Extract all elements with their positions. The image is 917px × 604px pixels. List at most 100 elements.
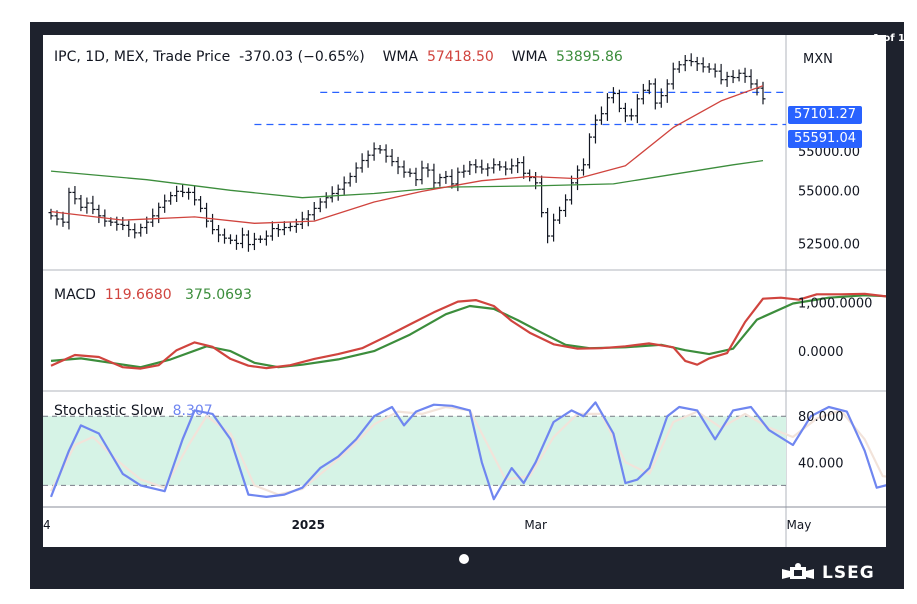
macd-value: 119.6680 (104, 287, 172, 303)
ohlc-bar (96, 204, 102, 224)
macd-tick-label: 1,000.0000 (798, 297, 872, 312)
ohlc-bar (132, 223, 138, 239)
ohlc-bar (431, 163, 437, 189)
time-tick-label: 4 (43, 518, 51, 532)
ohlc-bar (479, 159, 485, 174)
ohlc-bar (48, 208, 54, 220)
ohlc-bar (311, 201, 317, 221)
ohlc-bar (491, 158, 497, 174)
ohlc-bar (598, 106, 604, 125)
ohlc-bar (461, 164, 467, 178)
ohlc-bar (682, 54, 688, 72)
ohlc-bar (581, 158, 587, 176)
ohlc-bar (610, 87, 616, 104)
ohlc-bar (239, 227, 245, 249)
macd-signal-value: 375.0693 (185, 287, 252, 303)
legend-price-type: Trade Price (153, 49, 231, 65)
ohlc-bar (748, 69, 754, 89)
ohlc-bar (120, 217, 126, 231)
ohlc-bar (192, 186, 198, 206)
macd-signal-line (50, 294, 886, 369)
ohlc-bar (245, 230, 251, 252)
ohlc-bar (257, 235, 263, 244)
ohlc-bar (72, 186, 78, 205)
lseg-crest-icon (782, 563, 814, 579)
ohlc-bar (760, 81, 766, 105)
ohlc-bar (126, 220, 132, 237)
level-tag-55591: 55591.04 (787, 130, 862, 148)
ohlc-bar (174, 185, 180, 202)
ohlc-bar (569, 175, 575, 205)
ohlc-bar (168, 191, 174, 205)
ohlc-bar (551, 213, 557, 242)
ohlc-bar (419, 160, 425, 185)
ohlc-bar (299, 211, 305, 230)
ohlc-bar (724, 71, 730, 87)
ohlc-bar (281, 221, 287, 236)
legend-change-pct: (−0.65%) (297, 49, 365, 65)
ohlc-bar (275, 223, 281, 237)
ohlc-bar (718, 63, 724, 85)
ohlc-bar (251, 232, 257, 251)
ohlc-bar (503, 161, 509, 176)
ohlc-bar (353, 162, 359, 183)
stoch-tick-label: 80.000 (798, 410, 844, 425)
ohlc-bar (377, 144, 383, 154)
wma-short-line (50, 85, 764, 224)
chart-plot[interactable]: 55000.0052500.0055000.0055000.001,000.00… (43, 35, 886, 547)
ohlc-bar (233, 234, 239, 250)
ohlc-bar (437, 173, 443, 187)
ohlc-bar (509, 158, 515, 174)
ohlc-bar (407, 168, 413, 178)
carousel-dot[interactable] (459, 554, 469, 564)
macd-legend: MACD 119.6680 375.0693 (54, 287, 252, 303)
ohlc-bar (84, 197, 90, 214)
ohlc-bar (66, 187, 72, 230)
wma-short-label: WMA (382, 49, 419, 65)
ohlc-bar (586, 133, 592, 169)
price-tick-label: 55000.00 (798, 184, 860, 199)
ohlc-bar (413, 167, 419, 187)
currency-label: MXN (803, 52, 833, 67)
ohlc-bar (287, 222, 293, 232)
price-legend: IPC, 1D, MEX, Trade Price -370.03 (−0.65… (54, 49, 623, 65)
wma-long-label: WMA (511, 49, 548, 65)
stoch-k-line (49, 401, 886, 501)
ohlc-bar (317, 198, 323, 213)
ohlc-bar (485, 163, 491, 177)
chart-area[interactable]: 55000.0052500.0055000.0055000.001,000.00… (43, 35, 886, 547)
ohlc-bar (210, 213, 216, 235)
ohlc-bar (138, 223, 144, 237)
ohlc-bar (216, 224, 222, 243)
ohlc-bar (359, 153, 365, 173)
ohlc-bar (730, 70, 736, 84)
ohlc-bar (389, 149, 395, 167)
time-tick-label: May (786, 518, 811, 532)
ohlc-bar (688, 53, 694, 67)
ohlc-bar (371, 142, 377, 161)
ohlc-bar (712, 63, 718, 78)
legend-interval: 1D (85, 49, 105, 65)
ohlc-bar (263, 230, 269, 246)
ohlc-bar (533, 171, 539, 190)
ohlc-bar (162, 194, 168, 213)
ohlc-bar (449, 169, 455, 189)
ohlc-bar (78, 194, 84, 212)
ohlc-bar (646, 80, 652, 95)
ohlc-bar (401, 160, 407, 178)
ohlc-bar (515, 157, 521, 174)
ohlc-bar (467, 160, 473, 175)
macd-title: MACD (54, 287, 96, 303)
legend-symbol: IPC (54, 49, 77, 65)
ohlc-bar (186, 187, 192, 200)
ohlc-bar (742, 67, 748, 83)
macd-tick-label: 0.0000 (798, 345, 844, 360)
ohlc-bar (694, 56, 700, 71)
level-tag-57101: 57101.27 (787, 106, 862, 124)
stoch-legend: Stochastic Slow 8.307 (54, 403, 213, 419)
ohlc-bar (204, 202, 210, 228)
stoch-title: Stochastic Slow (54, 403, 164, 419)
wma-long-line (50, 159, 764, 199)
ohlc-bar (736, 69, 742, 82)
price-tick-label: 52500.00 (798, 237, 860, 252)
